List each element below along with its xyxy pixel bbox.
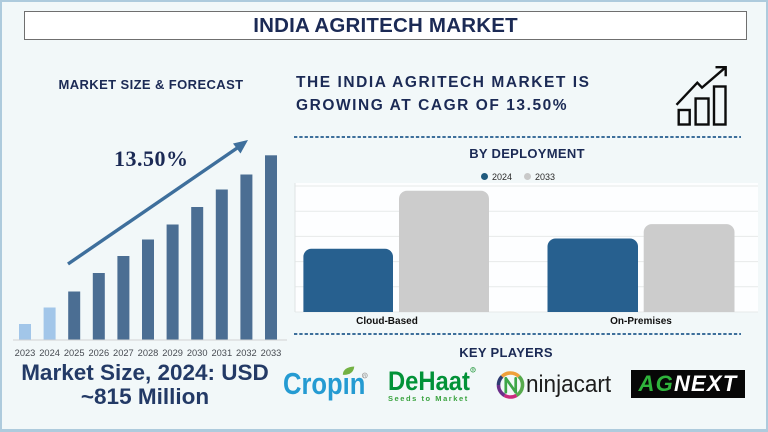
svg-text:2023: 2023 — [15, 348, 36, 358]
svg-text:2032: 2032 — [236, 348, 257, 358]
svg-text:2024: 2024 — [39, 348, 60, 358]
svg-text:2026: 2026 — [88, 348, 109, 358]
svg-text:2030: 2030 — [187, 348, 208, 358]
svg-text:2027: 2027 — [113, 348, 134, 358]
svg-text:2028: 2028 — [138, 348, 159, 358]
svg-text:R: R — [472, 367, 475, 372]
svg-text:R: R — [363, 373, 367, 378]
svg-text:2031: 2031 — [211, 348, 232, 358]
svg-text:2029: 2029 — [162, 348, 183, 358]
svg-text:2025: 2025 — [64, 348, 85, 358]
svg-text:2033: 2033 — [261, 348, 282, 358]
